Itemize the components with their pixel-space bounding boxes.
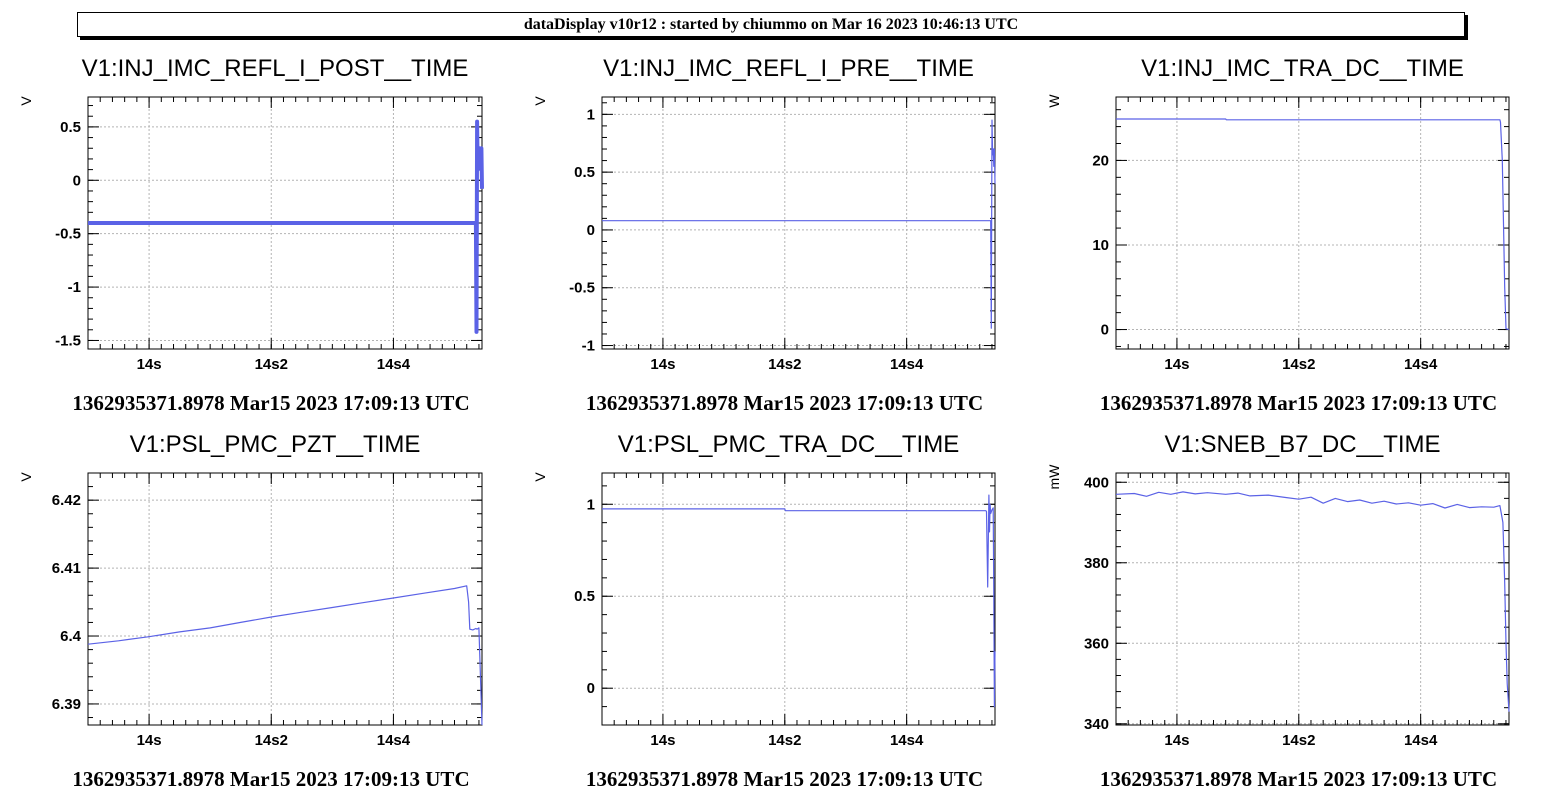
y-axis-unit: mW xyxy=(1046,464,1062,490)
y-tick-label: 0.5 xyxy=(574,588,595,605)
x-axis-date-label: 1362935371.8978 Mar15 2023 17:09:13 UTC xyxy=(1100,391,1497,415)
x-tick-label: 14s2 xyxy=(1282,732,1315,749)
y-axis-unit: V xyxy=(18,96,34,106)
x-tick-label: 14s xyxy=(1164,732,1189,749)
y-tick-label: -0.5 xyxy=(569,280,595,297)
y-tick-label: 360 xyxy=(1084,635,1109,652)
plot-frame xyxy=(1115,472,1510,726)
x-axis-date-label: 1362935371.8978 Mar15 2023 17:09:13 UTC xyxy=(72,391,469,415)
series-line xyxy=(88,119,484,334)
x-tick-label: 14s xyxy=(137,732,162,749)
x-tick-label: 14s xyxy=(650,732,675,749)
y-tick-label: 6.41 xyxy=(52,560,81,577)
plot-frame xyxy=(601,96,996,350)
x-tick-label: 14s2 xyxy=(768,356,801,373)
x-tick-label: 14s4 xyxy=(890,732,924,749)
x-tick-label: 14s4 xyxy=(377,356,411,373)
chart-panel: 6.42 6.41 6.4 6.39 14s 14s2 14s4 V1:PSL_PMC_PZT… xyxy=(18,431,483,791)
y-tick-label: 6.39 xyxy=(52,696,81,713)
y-tick-label: 340 xyxy=(1084,716,1109,733)
x-tick-label: 14s2 xyxy=(1282,356,1315,373)
y-tick-label: 0.5 xyxy=(574,164,595,181)
x-tick-label: 14s4 xyxy=(890,356,924,373)
chart-panel: 1 0.5 0 -0.5 -1 14s 14s2 14s4 V1:INJ_IMC_REFL_I_… xyxy=(532,55,996,415)
series-line xyxy=(602,119,996,329)
y-axis-unit: V xyxy=(532,96,548,106)
chart-panel: 1 0.5 0 14s 14s2 14s4 V1:PSL_PMC_TRA_DC__TIME V… xyxy=(532,431,996,791)
x-axis-date-label: 1362935371.8978 Mar15 2023 17:09:13 UTC xyxy=(586,767,983,791)
y-tick-label: -1.5 xyxy=(55,332,81,349)
x-axis-date-label: 1362935371.8978 Mar15 2023 17:09:13 UTC xyxy=(72,767,469,791)
y-tick-label: 1 xyxy=(587,496,595,513)
y-tick-label: 380 xyxy=(1084,555,1109,572)
series-line xyxy=(1115,491,1510,712)
y-tick-label: 6.4 xyxy=(60,628,82,645)
y-tick-label: 10 xyxy=(1092,237,1109,254)
y-tick-label: 0 xyxy=(1101,322,1109,339)
banner-text: dataDisplay v10r12 : started by chiummo … xyxy=(523,15,1019,33)
chart-title: V1:INJ_IMC_TRA_DC__TIME xyxy=(1141,55,1464,82)
y-axis-unit: V xyxy=(18,472,34,482)
y-tick-label: 0 xyxy=(73,172,81,189)
plot-frame xyxy=(1115,96,1510,350)
y-tick-label: 1 xyxy=(587,106,595,123)
plot-frame xyxy=(87,472,483,726)
y-tick-label: 0 xyxy=(587,680,595,697)
y-tick-label: 0.5 xyxy=(60,119,81,136)
y-tick-label: -0.5 xyxy=(55,226,81,243)
chart-title: V1:INJ_IMC_REFL_I_PRE__TIME xyxy=(603,55,974,82)
plot-frame xyxy=(601,472,996,726)
title-banner: dataDisplay v10r12 : started by chiummo … xyxy=(77,12,1465,37)
chart-title: V1:PSL_PMC_PZT__TIME xyxy=(130,431,421,458)
chart-title: V1:INJ_IMC_REFL_I_POST__TIME xyxy=(82,55,469,82)
chart-panel: 0.5 0 -0.5 -1 -1.5 14s 14s2 14s4 V1:INJ_IMC_REFL… xyxy=(18,55,484,415)
x-tick-label: 14s xyxy=(1164,356,1189,373)
x-axis-date-label: 1362935371.8978 Mar15 2023 17:09:13 UTC xyxy=(586,391,983,415)
series-line xyxy=(87,585,483,726)
chart-panel: 400 380 360 340 14s 14s2 14s4 V1:SNEB_B7_DC__TI… xyxy=(1046,431,1510,791)
x-tick-label: 14s4 xyxy=(1404,356,1438,373)
x-tick-label: 14s xyxy=(137,356,162,373)
series-line xyxy=(602,494,996,708)
x-tick-label: 14s4 xyxy=(1404,732,1438,749)
x-tick-label: 14s4 xyxy=(377,732,411,749)
x-tick-label: 14s xyxy=(650,356,675,373)
x-tick-label: 14s2 xyxy=(255,356,288,373)
y-tick-label: 20 xyxy=(1092,152,1109,169)
chart-title: V1:PSL_PMC_TRA_DC__TIME xyxy=(618,431,959,458)
x-tick-label: 14s2 xyxy=(255,732,288,749)
x-axis-date-label: 1362935371.8978 Mar15 2023 17:09:13 UTC xyxy=(1100,767,1497,791)
x-tick-label: 14s2 xyxy=(768,732,801,749)
y-axis-unit: V xyxy=(532,472,548,482)
y-tick-label: -1 xyxy=(582,338,595,355)
y-tick-label: 400 xyxy=(1084,474,1109,491)
chart-panel: 20 10 0 14s 14s2 14s4 V1:INJ_IMC_TRA_DC__TIME W… xyxy=(1046,55,1510,415)
y-tick-label: 0 xyxy=(587,222,595,239)
series-line xyxy=(1116,118,1510,331)
y-tick-label: 6.42 xyxy=(52,492,81,509)
chart-title: V1:SNEB_B7_DC__TIME xyxy=(1164,431,1440,458)
y-axis-unit: W xyxy=(1046,94,1062,108)
y-tick-label: -1 xyxy=(68,279,81,296)
